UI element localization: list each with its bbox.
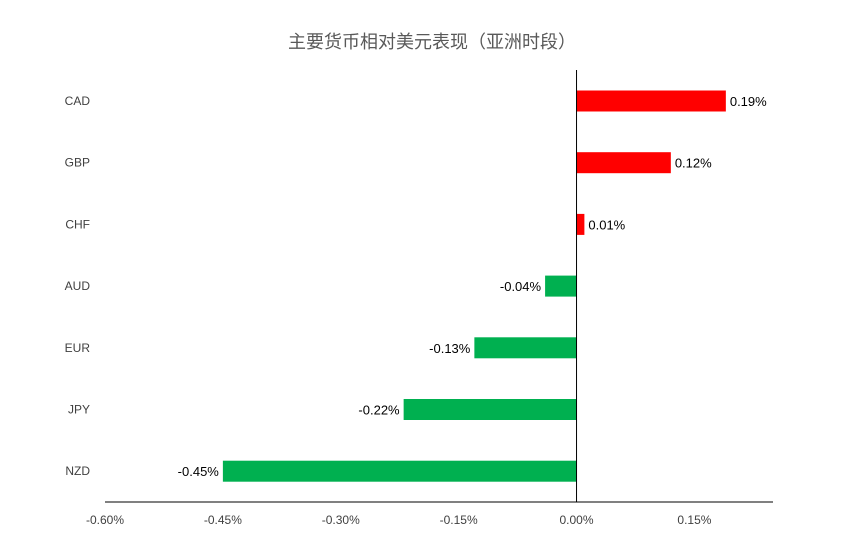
data-label-gbp: 0.12% bbox=[675, 156, 712, 171]
x-tick-labels-group: -0.60% -0.45% -0.30% -0.15% 0.00% 0.15% bbox=[86, 513, 712, 527]
category-label-jpy: JPY bbox=[68, 403, 90, 417]
chart-title: 主要货币相对美元表现（亚洲时段） bbox=[288, 32, 576, 53]
bar-chf bbox=[576, 213, 585, 235]
x-tick-label: 0.15% bbox=[677, 513, 711, 527]
bar-jpy bbox=[403, 399, 577, 420]
x-tick-label: -0.60% bbox=[86, 513, 124, 527]
data-label-chf: 0.01% bbox=[588, 217, 625, 232]
bar-nzd bbox=[222, 460, 577, 482]
category-label-nzd: NZD bbox=[65, 464, 90, 478]
data-label-eur: -0.13% bbox=[429, 341, 471, 356]
bar-eur bbox=[474, 337, 577, 359]
bar-cad bbox=[576, 90, 726, 112]
data-labels-group: 0.19% 0.12% 0.01% -0.04% -0.13% -0.22% -0.45% bbox=[178, 94, 767, 479]
data-label-aud: -0.04% bbox=[500, 279, 542, 294]
bar-aud bbox=[545, 275, 577, 297]
category-label-eur: EUR bbox=[65, 341, 91, 355]
category-label-aud: AUD bbox=[65, 279, 91, 293]
data-label-nzd: -0.45% bbox=[178, 464, 220, 479]
category-label-chf: CHF bbox=[65, 217, 90, 231]
x-tick-label: -0.45% bbox=[204, 513, 242, 527]
data-label-cad: 0.19% bbox=[730, 94, 767, 109]
x-tick-label: -0.30% bbox=[322, 513, 360, 527]
category-labels-group: CAD GBP CHF AUD EUR JPY NZD bbox=[65, 94, 91, 478]
category-label-cad: CAD bbox=[65, 94, 91, 108]
x-tick-label: 0.00% bbox=[560, 513, 594, 527]
bars-group bbox=[222, 90, 726, 482]
bar-gbp bbox=[576, 152, 671, 174]
data-label-jpy: -0.22% bbox=[358, 403, 400, 418]
x-tick-label: -0.15% bbox=[440, 513, 478, 527]
category-label-gbp: GBP bbox=[65, 156, 90, 170]
